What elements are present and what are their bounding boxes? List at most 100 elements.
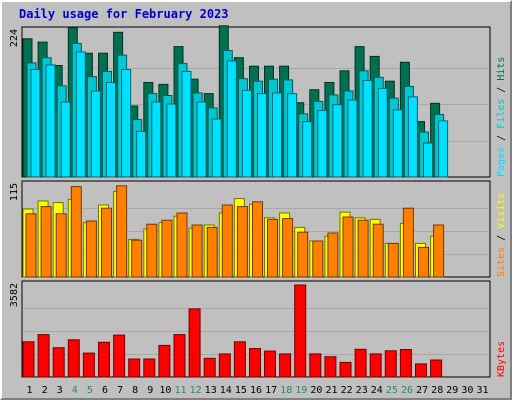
bar-pages-day-20 xyxy=(317,110,328,178)
bar-kbytes-day-23 xyxy=(354,348,367,378)
bar-pages-day-22 xyxy=(347,99,358,178)
x-tick-day-13: 13 xyxy=(205,385,217,396)
bar-kbytes-day-13 xyxy=(203,357,216,378)
x-tick-day-19: 19 xyxy=(295,385,307,396)
bar-kbytes-day-3 xyxy=(52,347,65,378)
bar-sites-day-5 xyxy=(85,220,97,278)
bar-kbytes-day-27 xyxy=(415,363,427,378)
bar-kbytes-day-15 xyxy=(233,341,246,378)
bar-kbytes-day-8 xyxy=(128,358,141,378)
bar-pages-day-5 xyxy=(90,90,101,178)
bar-pages-day-13 xyxy=(211,118,222,178)
x-tick-day-1: 1 xyxy=(26,385,32,396)
bar-sites-day-20 xyxy=(312,240,324,278)
bar-pages-day-27 xyxy=(423,142,433,178)
bar-sites-day-19 xyxy=(297,231,309,278)
bar-kbytes-day-9 xyxy=(143,358,156,378)
bar-pages-day-28 xyxy=(438,120,449,178)
x-tick-day-9: 9 xyxy=(147,385,153,396)
bar-pages-day-23 xyxy=(362,80,373,178)
x-tick-day-26: 26 xyxy=(401,385,413,396)
x-tick-day-8: 8 xyxy=(132,385,138,396)
bar-pages-day-14 xyxy=(226,60,237,178)
legend-item-sites: Sites xyxy=(496,247,507,277)
bar-kbytes-day-16 xyxy=(249,348,261,378)
bar-kbytes-day-6 xyxy=(98,341,110,378)
bar-kbytes-day-20 xyxy=(309,353,322,378)
chart-title: Daily usage for February 2023 xyxy=(19,7,229,21)
legend-item-pages: Pages xyxy=(496,147,507,177)
x-tick-day-28: 28 xyxy=(431,385,443,396)
bar-sites-day-24 xyxy=(372,223,384,278)
legend-kb: KBytes xyxy=(496,341,507,377)
bar-sites-day-11 xyxy=(176,212,188,278)
bar-kbytes-day-14 xyxy=(218,353,231,378)
x-tick-day-31: 31 xyxy=(476,385,488,396)
x-tick-day-25: 25 xyxy=(386,385,398,396)
x-tick-day-16: 16 xyxy=(250,385,262,396)
x-tick-day-3: 3 xyxy=(57,385,63,396)
x-tick-day-6: 6 xyxy=(102,385,108,396)
bar-kbytes-day-1 xyxy=(22,341,35,378)
x-tick-day-10: 10 xyxy=(159,385,171,396)
legend-item-visits: Visits xyxy=(496,193,507,229)
x-tick-day-23: 23 xyxy=(356,385,368,396)
bar-kbytes-day-4 xyxy=(67,339,80,378)
max-label-kb: 3582 xyxy=(9,283,20,307)
bar-sites-day-26 xyxy=(402,207,414,278)
bar-kbytes-day-28 xyxy=(430,359,443,378)
bar-pages-day-4 xyxy=(75,51,86,178)
bar-kbytes-day-12 xyxy=(188,308,201,378)
bar-pages-day-11 xyxy=(181,70,192,178)
x-tick-day-15: 15 xyxy=(235,385,247,396)
x-tick-day-24: 24 xyxy=(371,385,383,396)
bar-kbytes-day-24 xyxy=(369,353,382,378)
bar-kbytes-day-19 xyxy=(294,284,307,378)
bar-pages-day-19 xyxy=(302,121,313,178)
bar-pages-day-26 xyxy=(407,96,418,178)
bar-pages-day-15 xyxy=(241,89,252,178)
bar-sites-day-18 xyxy=(282,218,294,278)
bar-pages-day-16 xyxy=(257,93,267,178)
bar-pages-day-18 xyxy=(287,93,298,178)
bar-kbytes-day-11 xyxy=(173,334,186,378)
bar-sites-day-8 xyxy=(131,239,143,278)
bar-pages-day-25 xyxy=(392,109,403,178)
x-tick-day-14: 14 xyxy=(220,385,232,396)
bar-sites-day-4 xyxy=(70,186,82,278)
legend-item-kbytes: KBytes xyxy=(496,341,507,377)
bar-sites-day-1 xyxy=(25,213,37,278)
bar-sites-day-9 xyxy=(146,223,158,278)
max-label-sv: 115 xyxy=(9,183,20,201)
bar-sites-day-22 xyxy=(342,216,354,278)
bar-sites-day-15 xyxy=(236,206,248,278)
bar-sites-day-2 xyxy=(40,206,52,278)
legend-pfh: Pages / Files / Hits xyxy=(496,57,507,177)
bar-pages-day-12 xyxy=(196,101,207,178)
bar-pages-day-1 xyxy=(30,69,41,178)
bar-sites-day-28 xyxy=(433,224,445,278)
x-tick-day-12: 12 xyxy=(190,385,202,396)
x-tick-day-30: 30 xyxy=(461,385,473,396)
bar-sites-day-23 xyxy=(357,219,369,278)
bar-pages-day-17 xyxy=(272,92,282,178)
bar-pages-day-9 xyxy=(151,101,162,178)
bar-pages-day-6 xyxy=(106,82,116,178)
bar-kbytes-day-17 xyxy=(264,350,276,378)
bar-sites-day-10 xyxy=(161,219,173,278)
bar-kbytes-day-7 xyxy=(113,334,126,378)
bar-pages-day-10 xyxy=(166,103,177,178)
bar-kbytes-day-22 xyxy=(339,361,352,378)
bar-sites-day-27 xyxy=(418,246,429,278)
x-tick-day-5: 5 xyxy=(87,385,93,396)
bar-sites-day-7 xyxy=(116,185,128,278)
bar-sites-day-3 xyxy=(55,213,67,278)
x-tick-day-18: 18 xyxy=(280,385,292,396)
x-tick-day-22: 22 xyxy=(341,385,353,396)
bar-kbytes-day-10 xyxy=(158,344,171,378)
bar-pages-day-2 xyxy=(45,64,56,178)
bar-pages-day-8 xyxy=(136,130,147,178)
bar-sites-day-21 xyxy=(327,232,339,278)
x-tick-day-11: 11 xyxy=(174,385,186,396)
